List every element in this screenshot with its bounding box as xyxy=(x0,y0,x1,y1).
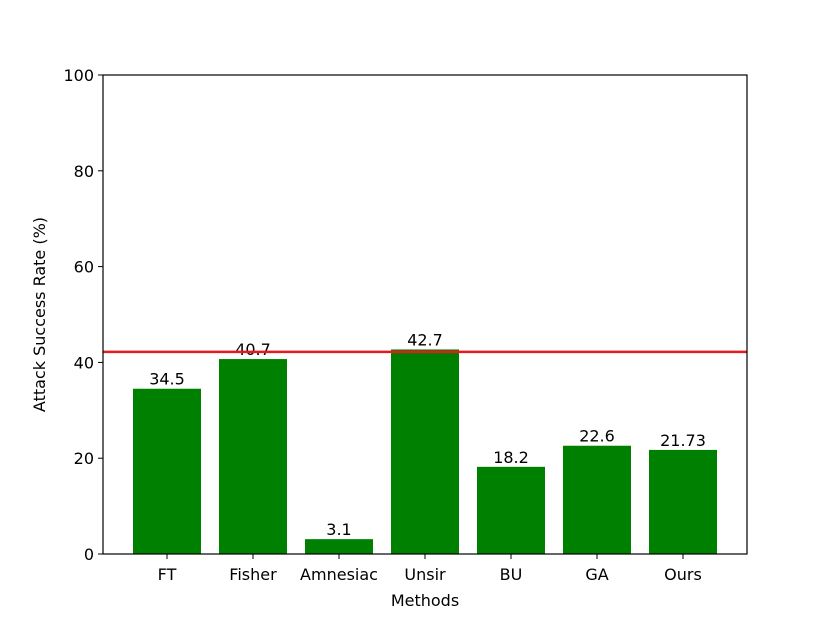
bar-ours xyxy=(649,449,717,554)
y-tick-label-20: 20 xyxy=(74,449,94,468)
data-label-ga: 22.6 xyxy=(579,427,615,446)
data-label-ft: 34.5 xyxy=(149,370,185,389)
data-label-fisher: 40.7 xyxy=(235,340,271,359)
bar-ft xyxy=(133,388,201,554)
bar-unsir xyxy=(391,349,459,554)
x-tick-label-ga: GA xyxy=(585,565,608,584)
data-label-amnesiac: 3.1 xyxy=(326,520,351,539)
y-tick-label-40: 40 xyxy=(74,353,94,372)
data-labels-layer: 34.5 40.7 3.1 42.7 18.2 22.6 21.73 xyxy=(149,330,706,539)
x-tick-label-ours: Ours xyxy=(664,565,702,584)
y-tick-label-0: 0 xyxy=(84,545,94,564)
x-tick-label-ft: FT xyxy=(158,565,177,584)
bar-amnesiac xyxy=(305,539,373,554)
bar-bu xyxy=(477,466,545,554)
y-tick-label-80: 80 xyxy=(74,162,94,181)
data-label-unsir: 42.7 xyxy=(407,330,443,349)
bars-layer xyxy=(133,349,717,554)
x-tick-label-amnesiac: Amnesiac xyxy=(300,565,378,584)
data-label-ours: 21.73 xyxy=(660,431,706,450)
y-axis-ticks: 0 20 40 60 80 100 xyxy=(63,66,103,564)
bar-ga xyxy=(563,445,631,554)
x-tick-label-unsir: Unsir xyxy=(404,565,446,584)
data-label-bu: 18.2 xyxy=(493,448,529,467)
y-tick-label-60: 60 xyxy=(74,258,94,277)
x-axis-label: Methods xyxy=(391,591,459,610)
x-tick-label-fisher: Fisher xyxy=(229,565,277,584)
y-tick-label-100: 100 xyxy=(63,66,94,85)
x-tick-label-bu: BU xyxy=(500,565,523,584)
x-axis-ticks: FT Fisher Amnesiac Unsir BU GA Ours xyxy=(158,554,702,584)
y-axis-label: Attack Success Rate (%) xyxy=(30,217,49,412)
bar-fisher xyxy=(219,359,287,554)
